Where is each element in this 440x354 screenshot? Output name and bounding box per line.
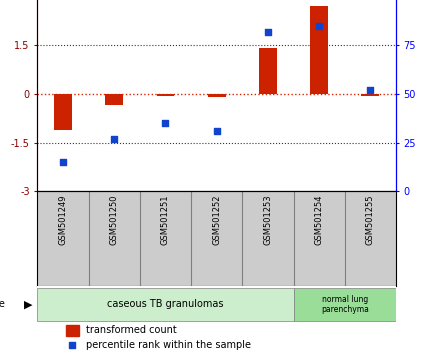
Text: GSM501255: GSM501255 xyxy=(366,194,375,245)
Bar xyxy=(361,94,379,96)
Bar xyxy=(105,94,123,105)
Bar xyxy=(54,94,72,130)
Point xyxy=(69,342,76,348)
Bar xyxy=(310,6,328,94)
Point xyxy=(315,23,323,29)
Text: caseous TB granulomas: caseous TB granulomas xyxy=(107,299,224,309)
Bar xyxy=(37,288,293,321)
Bar xyxy=(293,288,396,321)
Bar xyxy=(208,94,226,97)
Text: ▶: ▶ xyxy=(24,299,33,309)
Text: transformed count: transformed count xyxy=(86,325,176,335)
Text: GSM501249: GSM501249 xyxy=(59,194,67,245)
Point xyxy=(59,159,66,165)
Bar xyxy=(259,48,277,94)
Text: GSM501251: GSM501251 xyxy=(161,194,170,245)
Text: GSM501253: GSM501253 xyxy=(264,194,272,245)
Text: GSM501254: GSM501254 xyxy=(315,194,324,245)
Point xyxy=(367,87,374,93)
Bar xyxy=(157,94,174,96)
Point xyxy=(111,136,118,142)
Point xyxy=(264,29,271,34)
Bar xyxy=(66,325,79,336)
Text: GSM501250: GSM501250 xyxy=(110,194,119,245)
Text: percentile rank within the sample: percentile rank within the sample xyxy=(86,340,251,350)
Text: cell type: cell type xyxy=(0,299,5,309)
Text: GSM501252: GSM501252 xyxy=(212,194,221,245)
Text: normal lung
parenchyma: normal lung parenchyma xyxy=(321,295,369,314)
Point xyxy=(162,120,169,126)
Point xyxy=(213,128,220,134)
